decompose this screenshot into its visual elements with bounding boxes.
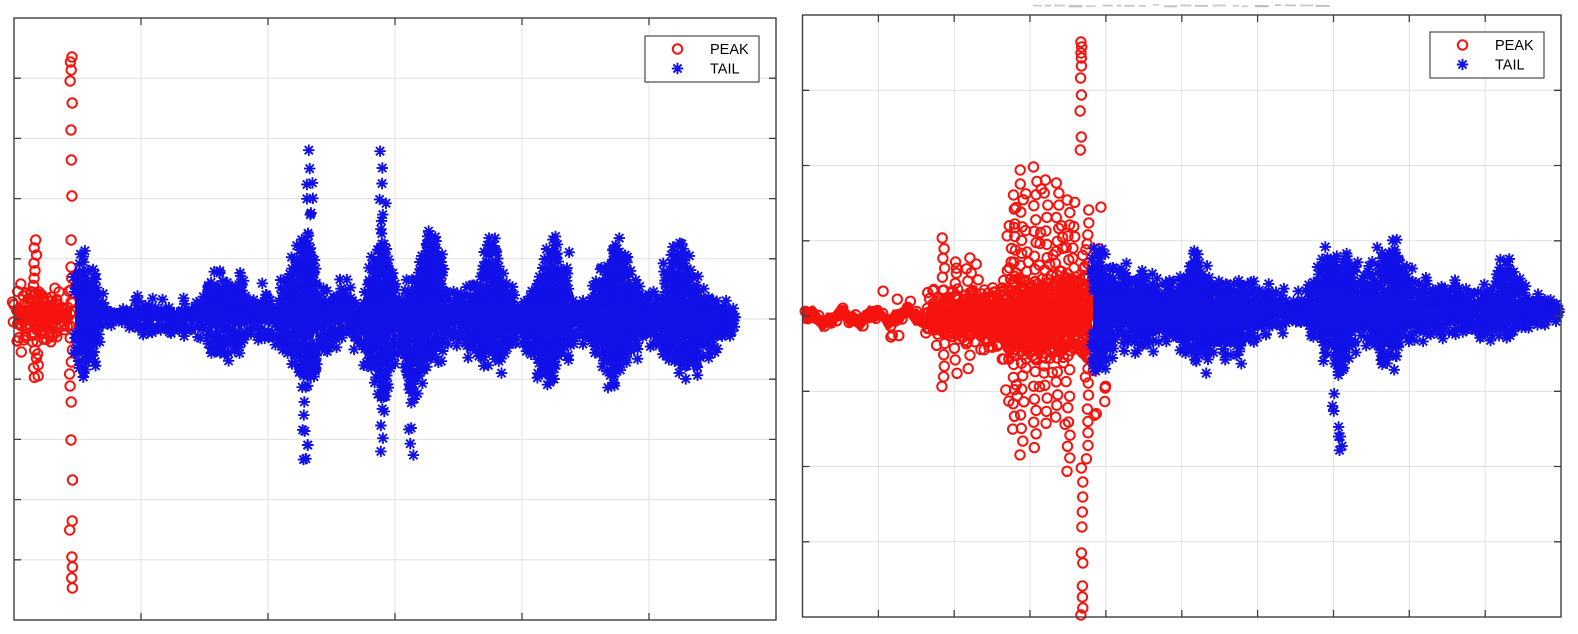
svg-text:TAIL: TAIL (710, 62, 740, 78)
svg-text:PEAK: PEAK (710, 42, 749, 58)
svg-text:TAIL: TAIL (1495, 58, 1525, 74)
svg-text:PEAK: PEAK (1495, 38, 1534, 54)
